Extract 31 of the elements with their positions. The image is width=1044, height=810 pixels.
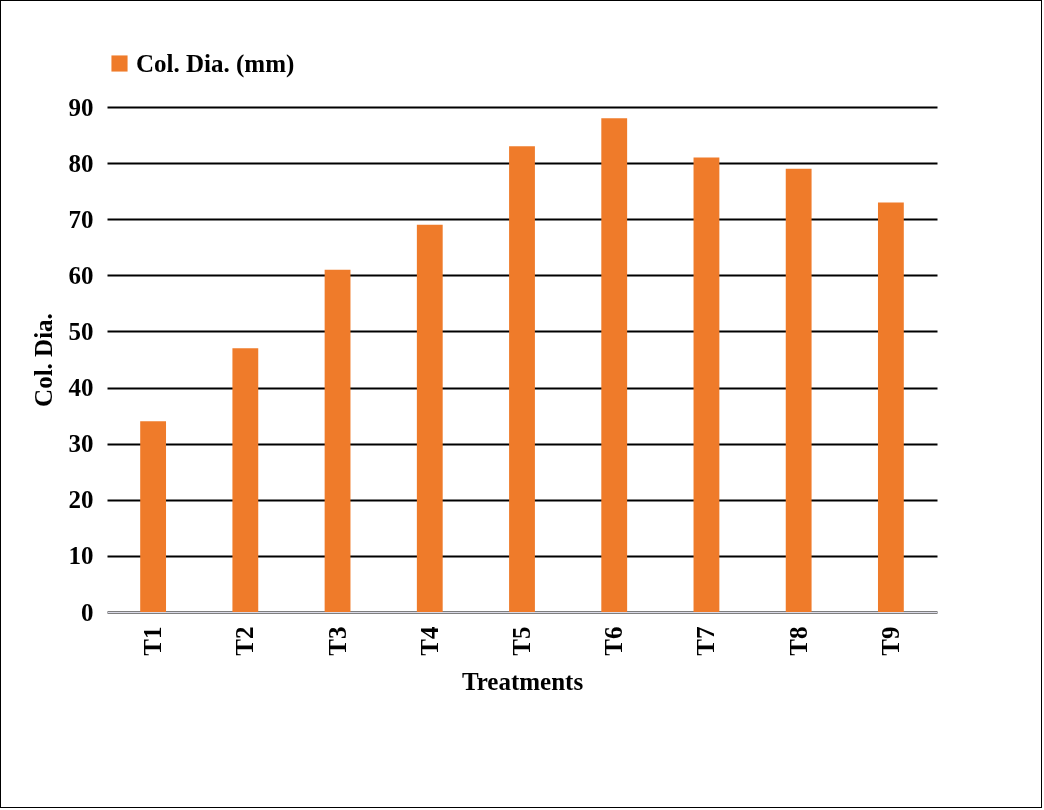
x-tick-label: T6 xyxy=(600,626,628,656)
bar xyxy=(140,421,167,612)
y-tick-label: 10 xyxy=(68,542,94,570)
bar xyxy=(601,118,628,612)
y-tick-label: 80 xyxy=(68,149,94,177)
legend-label: Col. Dia. (mm) xyxy=(136,49,295,78)
y-tick-label: 40 xyxy=(68,374,94,402)
y-tick-label: 30 xyxy=(68,430,94,458)
y-tick-label: 90 xyxy=(68,93,94,121)
x-tick-label: T7 xyxy=(692,626,720,656)
y-tick-label: 50 xyxy=(68,317,94,345)
x-tick-label: T3 xyxy=(323,626,351,656)
x-tick-label: T5 xyxy=(508,626,535,656)
y-tick-label: 20 xyxy=(68,486,94,514)
y-tick-label: 0 xyxy=(81,598,94,626)
x-tick-label: T1 xyxy=(139,626,167,656)
x-tick-label: T8 xyxy=(784,626,812,656)
x-tick-label: T4 xyxy=(415,626,443,656)
y-tick-label: 60 xyxy=(68,261,94,289)
bar xyxy=(693,157,720,612)
bar xyxy=(232,348,259,612)
y-tick-label: 70 xyxy=(68,205,94,233)
bar xyxy=(785,168,812,612)
bar xyxy=(877,202,904,612)
bar xyxy=(324,269,351,612)
bar xyxy=(416,224,443,612)
x-tick-label: T2 xyxy=(231,626,259,656)
x-axis-title: Treatments xyxy=(461,667,584,695)
x-tick-label: T9 xyxy=(876,626,904,656)
y-axis-title: Col. Dia. xyxy=(29,313,57,407)
bar xyxy=(509,146,535,612)
